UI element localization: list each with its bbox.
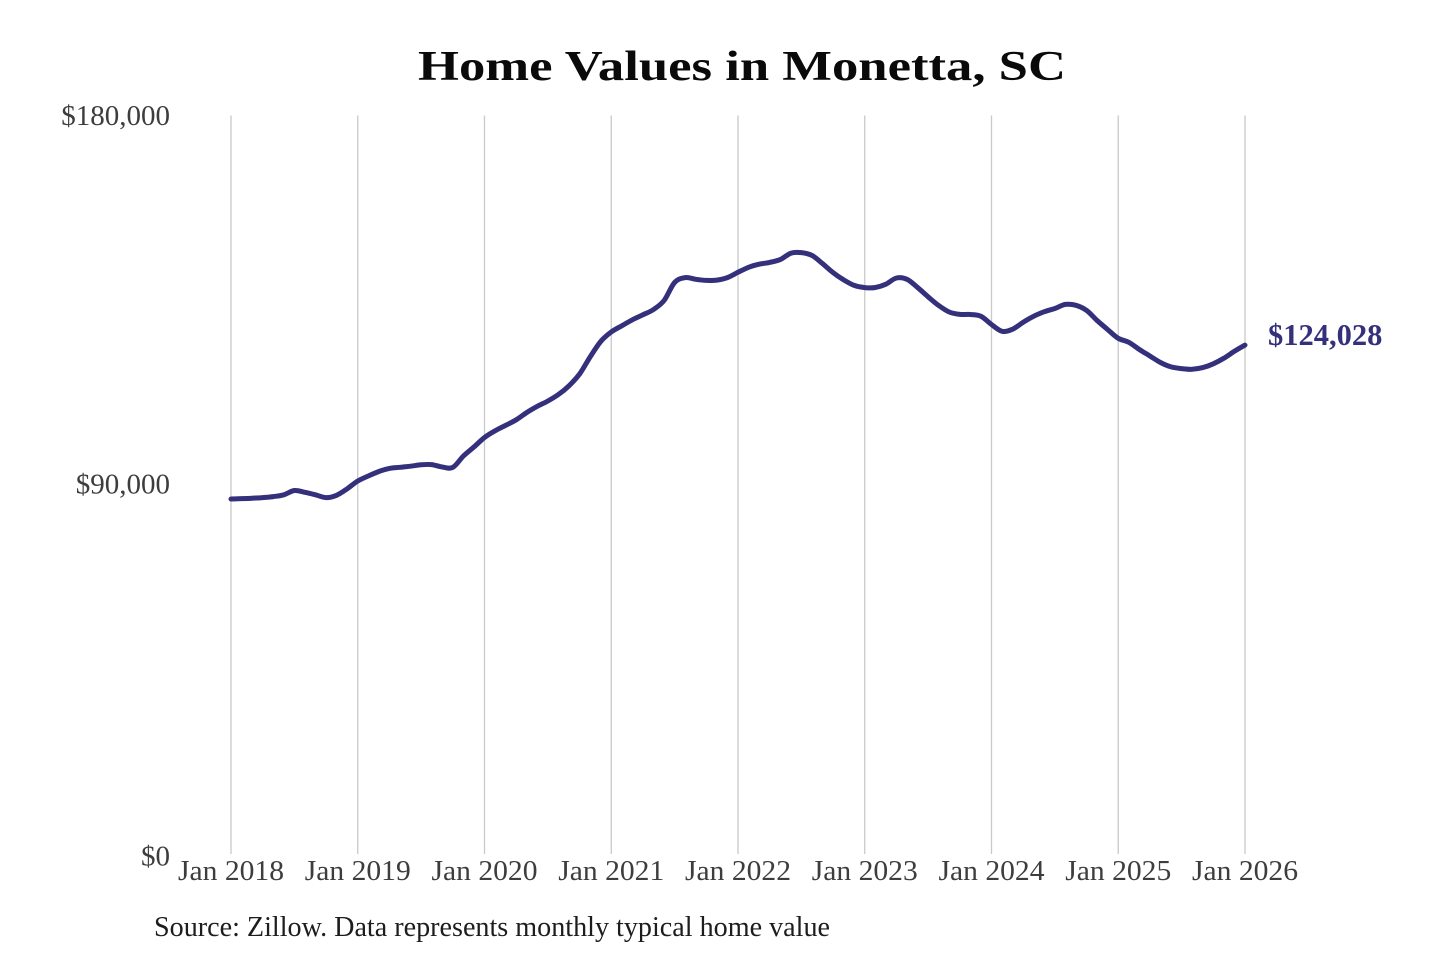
svg-text:Jan 2020: Jan 2020 bbox=[432, 855, 538, 887]
svg-text:Jan 2019: Jan 2019 bbox=[305, 855, 411, 887]
svg-text:$124,028: $124,028 bbox=[1268, 318, 1382, 352]
svg-text:Jan 2023: Jan 2023 bbox=[812, 855, 918, 887]
svg-text:Jan 2021: Jan 2021 bbox=[558, 855, 664, 887]
svg-text:Jan 2025: Jan 2025 bbox=[1065, 855, 1171, 887]
svg-text:Jan 2022: Jan 2022 bbox=[685, 855, 791, 887]
svg-text:Jan 2026: Jan 2026 bbox=[1192, 855, 1298, 887]
svg-text:$90,000: $90,000 bbox=[76, 469, 170, 501]
svg-text:$0: $0 bbox=[141, 841, 170, 873]
svg-text:$180,000: $180,000 bbox=[61, 100, 170, 132]
svg-text:Home Values in Monetta, SC: Home Values in Monetta, SC bbox=[418, 44, 1066, 90]
svg-text:Jan 2018: Jan 2018 bbox=[178, 855, 284, 887]
svg-text:Jan 2024: Jan 2024 bbox=[939, 855, 1045, 887]
svg-text:Source: Zillow. Data represent: Source: Zillow. Data represents monthly … bbox=[154, 911, 830, 943]
